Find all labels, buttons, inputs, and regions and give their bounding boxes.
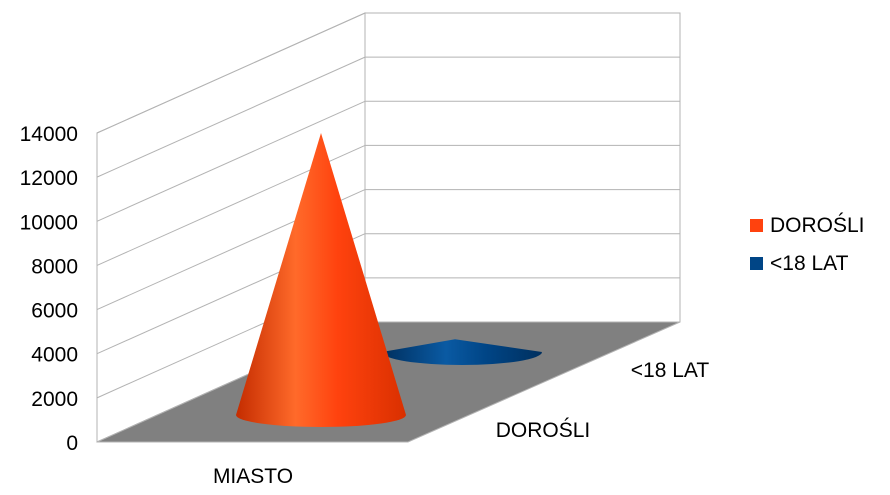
legend: DOROŚLI <18 LAT (750, 213, 865, 275)
chart-walls (96, 12, 681, 443)
cone-series (236, 133, 542, 427)
y-tick-label: 8000 (31, 255, 78, 278)
y-axis-tick-labels: 0 2000 4000 6000 8000 10000 12000 14000 (20, 123, 78, 455)
y-tick-label: 4000 (31, 344, 78, 367)
legend-swatch (750, 257, 763, 270)
y-tick-label: 6000 (31, 300, 78, 323)
y-tick-label: 12000 (20, 167, 78, 190)
x-category-label: MIASTO (213, 465, 293, 488)
x-axis-labels: MIASTO (213, 465, 293, 488)
legend-swatch (750, 219, 763, 232)
legend-label: DOROŚLI (770, 213, 865, 237)
cone-under-18 (382, 339, 542, 365)
y-tick-label: 14000 (20, 123, 78, 146)
gridline-side (96, 100, 366, 222)
cone-dorosli (236, 133, 406, 427)
cone-body (236, 133, 406, 427)
legend-label: <18 LAT (770, 252, 849, 275)
depth-axis-labels: DOROŚLI <18 LAT (496, 359, 710, 442)
y-tick-label: 10000 (20, 211, 78, 234)
y-tick-label: 2000 (31, 388, 78, 411)
gridline-side (96, 12, 366, 134)
y-tick-label: 0 (66, 432, 78, 455)
gridline-side (96, 56, 366, 178)
depth-category-label: <18 LAT (631, 359, 710, 382)
cone-body (382, 339, 542, 365)
back-wall (364, 12, 681, 323)
depth-category-label: DOROŚLI (496, 418, 591, 442)
